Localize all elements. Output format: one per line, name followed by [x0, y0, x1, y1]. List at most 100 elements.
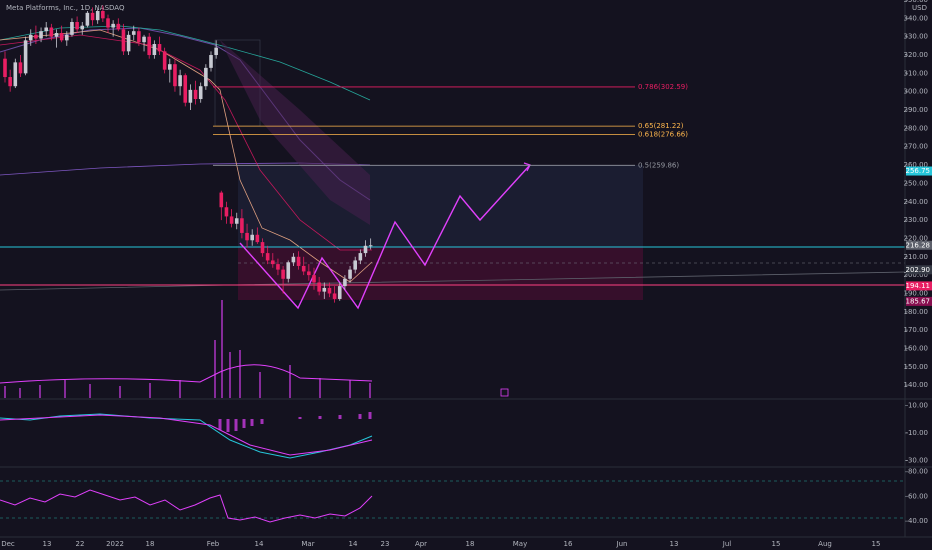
candle-body	[229, 216, 234, 224]
x-tick-label: Aug	[818, 540, 832, 548]
y-tick-label: 60.00	[908, 492, 928, 500]
candle-body	[173, 64, 177, 87]
y-tick-label: 150.00	[904, 363, 929, 371]
candle-body	[111, 23, 115, 28]
candle-body	[276, 264, 280, 270]
y-tick-label: 210.00	[904, 253, 929, 261]
x-tick-label: 13	[670, 540, 679, 548]
candle-body	[3, 58, 7, 78]
candle-body	[142, 36, 146, 43]
price-badge-label: 216.28	[906, 241, 931, 249]
candle-body	[59, 33, 64, 41]
candle-body	[286, 262, 291, 279]
candle-body	[348, 269, 352, 279]
candle-body	[214, 47, 218, 56]
y-tick-label: 320.00	[904, 51, 929, 59]
candle-body	[183, 75, 188, 103]
y-tick-label: 250.00	[904, 179, 929, 187]
y-tick-label: 240.00	[904, 198, 929, 206]
y-tick-label: 180.00	[904, 308, 929, 316]
candle-body	[152, 44, 157, 56]
x-tick-label: 2022	[106, 540, 124, 548]
x-tick-label: Dec	[1, 540, 15, 548]
candle-body	[188, 89, 193, 103]
candle-body	[85, 12, 90, 26]
x-tick-label: Apr	[415, 540, 427, 548]
candle-body	[80, 25, 85, 30]
cloud	[220, 40, 370, 225]
candle-body	[204, 67, 208, 87]
candle-body	[126, 34, 131, 52]
y-tick-label: 140.00	[904, 381, 929, 389]
candle-body	[327, 287, 332, 294]
candle-body	[193, 89, 198, 100]
chart-title: Meta Platforms, Inc., 1D, NASDAQ	[6, 4, 125, 12]
currency: USD	[912, 4, 927, 12]
candle-body	[137, 31, 141, 43]
candle-body	[178, 75, 182, 87]
candle-body	[296, 256, 301, 266]
x-tick-label: Feb	[207, 540, 220, 548]
candle-body	[281, 269, 285, 279]
fib-label: 0.618(276.66)	[638, 131, 688, 139]
candle-body	[157, 44, 162, 52]
y-tick-label: 80.00	[908, 468, 928, 476]
candle-body	[162, 51, 167, 70]
y-tick-label: 290.00	[904, 106, 929, 114]
candle-body	[317, 282, 321, 292]
ma-long	[0, 25, 371, 101]
trendline	[0, 271, 906, 291]
fib-label: 0.65(281.22)	[638, 122, 684, 130]
candle-body	[65, 34, 69, 41]
candle-body	[70, 22, 74, 35]
y-tick-label: 220.00	[904, 234, 929, 242]
candle-body	[343, 278, 347, 287]
x-tick-label: Jul	[722, 540, 732, 548]
y-tick-label: -10.00	[905, 429, 928, 437]
candle-body	[198, 86, 203, 100]
candle-body	[116, 23, 121, 30]
macd-hist	[218, 412, 372, 432]
x-tick-label: Jun	[616, 540, 628, 548]
price-badge-label: 256.75	[906, 167, 931, 175]
x-tick-label: 16	[564, 540, 573, 548]
candle-body	[224, 207, 229, 217]
x-tick-label: May	[513, 540, 527, 548]
y-tick-label: 300.00	[904, 88, 929, 96]
candle-body	[307, 271, 311, 276]
y-tick-label: -30.00	[905, 457, 928, 465]
candle-body	[209, 55, 213, 68]
x-tick-label: 14	[255, 540, 264, 548]
candle-body	[168, 64, 172, 70]
candle-body	[245, 232, 249, 241]
price-badge	[906, 166, 932, 176]
ma-mid	[0, 34, 372, 251]
rsi-line	[0, 489, 373, 523]
candle-body	[39, 31, 43, 39]
x-tick-label: Mar	[301, 540, 314, 548]
price-badge	[906, 265, 932, 275]
candle-body	[250, 234, 254, 241]
candle-body	[13, 62, 18, 87]
y-tick-label: 200.00	[904, 271, 929, 279]
fib-label: 0.5(259.86)	[638, 161, 679, 169]
y-tick-label: 340.00	[904, 14, 929, 22]
candle-body	[23, 40, 28, 74]
candle-body	[75, 22, 79, 30]
x-tick-label: 14	[349, 540, 358, 548]
y-tick-label: 350.00	[904, 0, 929, 4]
marker	[500, 388, 509, 397]
y-tick-label: 280.00	[904, 124, 929, 132]
candle-body	[49, 27, 54, 37]
price-badge-label: 194.11	[906, 282, 931, 290]
price-badge	[906, 281, 932, 291]
candle-body	[106, 18, 110, 28]
candle-body	[301, 265, 306, 272]
price-badge-label: 202.90	[906, 266, 931, 274]
candle-body	[337, 286, 342, 299]
price-badge	[906, 240, 932, 250]
x-tick-label: 18	[466, 540, 475, 548]
x-tick-label: 23	[381, 540, 390, 548]
price-badge	[906, 296, 932, 306]
